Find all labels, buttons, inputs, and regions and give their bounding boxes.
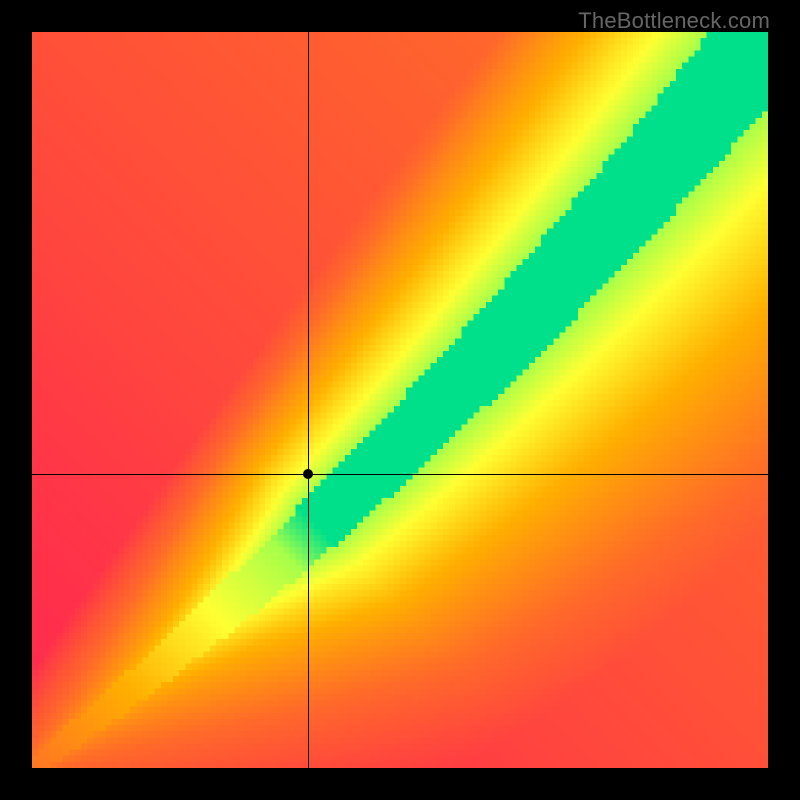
crosshair-horizontal bbox=[32, 474, 768, 475]
bottleneck-heatmap bbox=[32, 32, 768, 768]
crosshair-marker-dot bbox=[303, 469, 313, 479]
heatmap-canvas bbox=[32, 32, 768, 768]
crosshair-vertical bbox=[308, 32, 309, 768]
watermark-text: TheBottleneck.com bbox=[578, 8, 770, 34]
